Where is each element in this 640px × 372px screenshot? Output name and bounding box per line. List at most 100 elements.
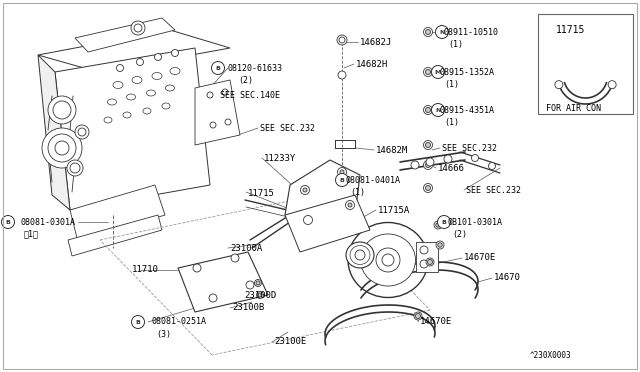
Circle shape bbox=[424, 106, 433, 115]
Circle shape bbox=[444, 155, 452, 163]
Circle shape bbox=[438, 243, 442, 247]
Text: B: B bbox=[340, 177, 344, 183]
Circle shape bbox=[53, 101, 71, 119]
Text: 08911-10510: 08911-10510 bbox=[444, 28, 499, 36]
Circle shape bbox=[426, 186, 431, 190]
Circle shape bbox=[172, 49, 179, 57]
Circle shape bbox=[337, 35, 347, 45]
Ellipse shape bbox=[152, 73, 162, 80]
Circle shape bbox=[426, 108, 431, 112]
Text: 08915-1352A: 08915-1352A bbox=[440, 67, 495, 77]
Text: 14666: 14666 bbox=[438, 164, 465, 173]
Circle shape bbox=[424, 67, 433, 77]
Circle shape bbox=[424, 141, 433, 150]
Circle shape bbox=[348, 203, 352, 207]
Text: 08081-0401A: 08081-0401A bbox=[346, 176, 401, 185]
Circle shape bbox=[48, 134, 76, 162]
Circle shape bbox=[436, 223, 440, 227]
Text: M: M bbox=[435, 70, 441, 74]
Circle shape bbox=[257, 292, 264, 298]
Text: 08081-0251A: 08081-0251A bbox=[152, 317, 207, 327]
Polygon shape bbox=[178, 252, 268, 312]
Text: 0B101-0301A: 0B101-0301A bbox=[448, 218, 503, 227]
Circle shape bbox=[55, 141, 69, 155]
Text: B: B bbox=[6, 219, 10, 224]
Circle shape bbox=[338, 71, 346, 79]
Polygon shape bbox=[195, 80, 240, 145]
Circle shape bbox=[136, 58, 143, 65]
Circle shape bbox=[67, 160, 83, 176]
Text: B: B bbox=[136, 320, 140, 324]
Text: 23100A: 23100A bbox=[230, 244, 262, 253]
Circle shape bbox=[222, 89, 228, 95]
Text: 23100D: 23100D bbox=[244, 292, 276, 301]
Circle shape bbox=[424, 28, 433, 36]
Text: 08120-61633: 08120-61633 bbox=[228, 64, 283, 73]
Bar bbox=[538, 14, 633, 114]
Circle shape bbox=[116, 64, 124, 71]
Text: 23100E: 23100E bbox=[274, 337, 307, 346]
Circle shape bbox=[608, 81, 616, 89]
Polygon shape bbox=[285, 195, 370, 252]
Text: B: B bbox=[442, 219, 447, 224]
Text: (2): (2) bbox=[238, 76, 253, 84]
Ellipse shape bbox=[108, 99, 116, 105]
Text: FOR AIR CON: FOR AIR CON bbox=[546, 103, 601, 112]
Ellipse shape bbox=[350, 246, 370, 264]
Polygon shape bbox=[38, 55, 70, 210]
Polygon shape bbox=[70, 185, 165, 242]
Text: ^230X0003: ^230X0003 bbox=[530, 352, 572, 360]
Circle shape bbox=[256, 281, 260, 285]
Text: 14670: 14670 bbox=[494, 273, 521, 282]
Text: （1）: （1） bbox=[24, 230, 39, 238]
Ellipse shape bbox=[123, 112, 131, 118]
Circle shape bbox=[376, 248, 400, 272]
Circle shape bbox=[426, 70, 431, 74]
Text: 11715: 11715 bbox=[556, 25, 586, 35]
Text: N: N bbox=[439, 29, 445, 35]
Circle shape bbox=[426, 163, 431, 167]
Circle shape bbox=[426, 258, 434, 266]
Circle shape bbox=[355, 250, 365, 260]
Circle shape bbox=[210, 122, 216, 128]
Circle shape bbox=[193, 264, 201, 272]
Ellipse shape bbox=[166, 85, 175, 91]
Text: SEE SEC.232: SEE SEC.232 bbox=[442, 144, 497, 153]
Text: 11233Y: 11233Y bbox=[264, 154, 296, 163]
Circle shape bbox=[231, 254, 239, 262]
Text: 14682J: 14682J bbox=[360, 38, 392, 46]
Circle shape bbox=[131, 21, 145, 35]
Circle shape bbox=[340, 170, 344, 174]
Ellipse shape bbox=[360, 234, 415, 286]
Circle shape bbox=[337, 167, 346, 176]
Circle shape bbox=[434, 221, 442, 229]
Ellipse shape bbox=[127, 94, 136, 100]
Circle shape bbox=[335, 173, 349, 186]
Circle shape bbox=[424, 183, 433, 192]
Circle shape bbox=[303, 215, 312, 224]
Text: 14682H: 14682H bbox=[356, 60, 388, 68]
Circle shape bbox=[131, 315, 145, 328]
Circle shape bbox=[428, 260, 433, 264]
Circle shape bbox=[438, 215, 451, 228]
Circle shape bbox=[420, 246, 428, 254]
Text: 11715: 11715 bbox=[248, 189, 275, 198]
Text: (1): (1) bbox=[444, 118, 459, 126]
Circle shape bbox=[426, 29, 431, 35]
Circle shape bbox=[258, 293, 262, 297]
Text: 11715A: 11715A bbox=[378, 205, 410, 215]
Circle shape bbox=[255, 279, 262, 286]
Text: (1): (1) bbox=[448, 39, 463, 48]
Circle shape bbox=[436, 241, 444, 249]
Text: SEE SEC.232: SEE SEC.232 bbox=[260, 124, 315, 132]
Circle shape bbox=[488, 163, 495, 170]
Text: 11710: 11710 bbox=[132, 266, 159, 275]
Circle shape bbox=[207, 92, 213, 98]
Circle shape bbox=[211, 61, 225, 74]
Circle shape bbox=[1, 215, 15, 228]
Circle shape bbox=[382, 254, 394, 266]
Circle shape bbox=[209, 294, 217, 302]
Circle shape bbox=[225, 119, 231, 125]
Circle shape bbox=[431, 103, 445, 116]
Circle shape bbox=[424, 160, 433, 170]
